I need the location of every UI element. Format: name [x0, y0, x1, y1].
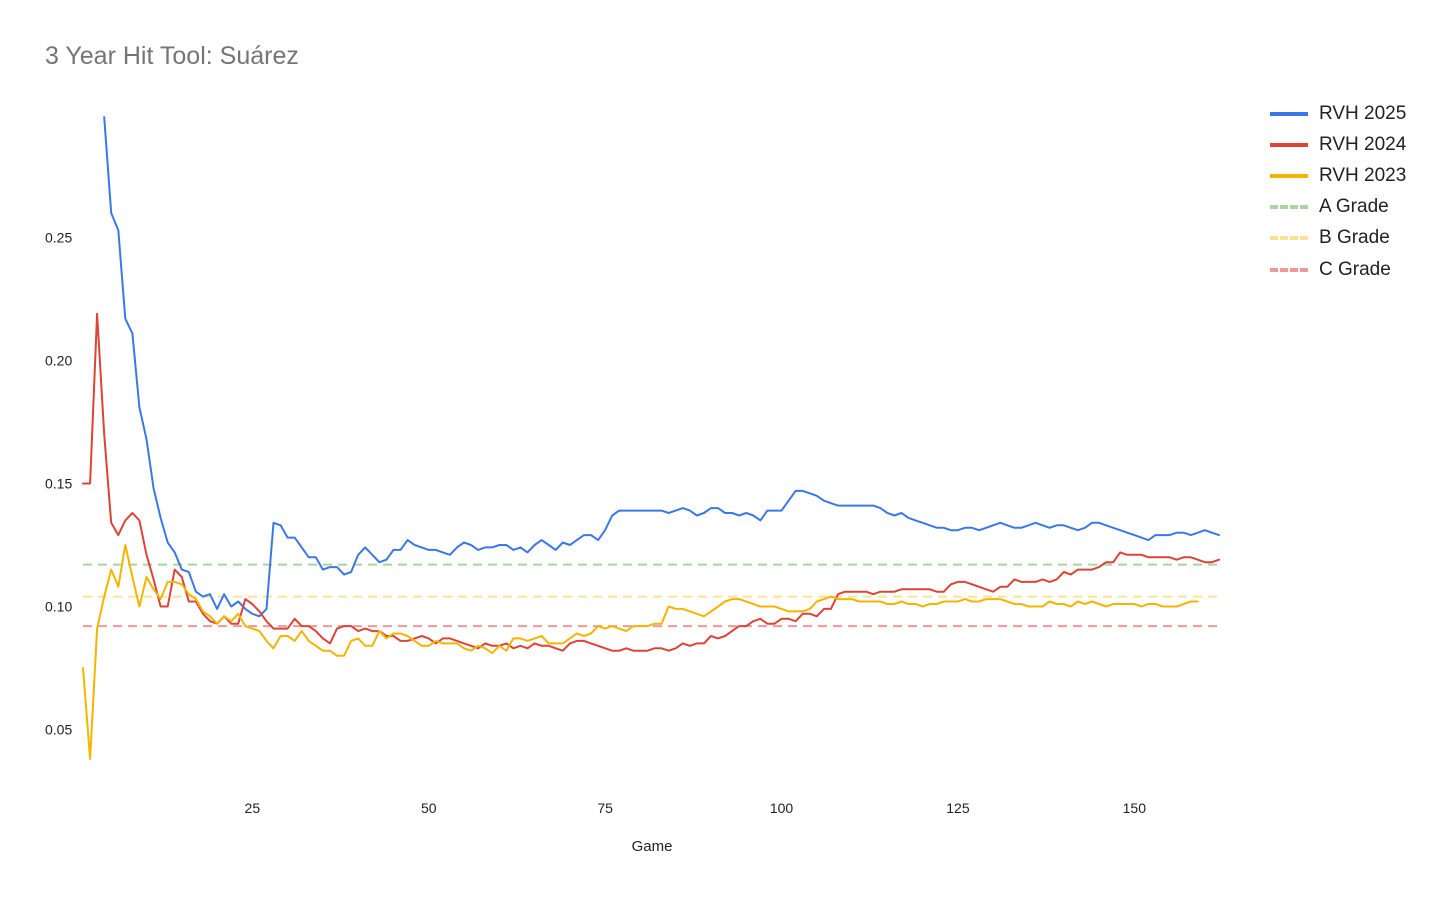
x-tick-label: 75 [597, 800, 613, 816]
legend-swatch [1270, 142, 1308, 147]
legend-label: RVH 2024 [1319, 133, 1407, 155]
legend-label: C Grade [1319, 258, 1391, 280]
legend-swatch [1270, 267, 1308, 272]
legend-item-rvh-2023: RVH 2023 [1270, 160, 1406, 191]
x-tick-label: 25 [245, 800, 261, 816]
series-lines [82, 116, 1220, 760]
series-line-rvh-2025 [103, 116, 1220, 618]
x-tick-label: 50 [421, 800, 437, 816]
x-tick-label: 100 [770, 800, 794, 816]
y-tick-label: 0.20 [45, 353, 72, 369]
series-line-rvh-2024 [82, 312, 1220, 652]
legend-item-c-grade: C Grade [1270, 254, 1406, 285]
legend-item-b-grade: B Grade [1270, 223, 1406, 254]
y-tick-label: 0.25 [45, 230, 72, 246]
y-tick-label: 0.15 [45, 475, 72, 491]
chart-title: 3 Year Hit Tool: Suárez [45, 42, 299, 70]
legend-label: A Grade [1319, 196, 1389, 218]
x-axis-ticks: 25 50 75 100 125 150 [245, 800, 1147, 816]
legend-swatch [1270, 236, 1308, 241]
legend-swatch [1270, 205, 1308, 210]
x-tick-label: 150 [1123, 800, 1147, 816]
legend-item-rvh-2024: RVH 2024 [1270, 129, 1406, 160]
series-line-rvh-2023 [82, 544, 1199, 760]
legend-label: B Grade [1319, 227, 1390, 249]
y-tick-label: 0.05 [45, 721, 72, 737]
y-axis-ticks: 0.05 0.10 0.15 0.20 0.25 [45, 230, 72, 738]
legend-label: RVH 2023 [1319, 164, 1407, 186]
legend-item-a-grade: A Grade [1270, 192, 1406, 223]
y-tick-label: 0.10 [45, 598, 72, 614]
legend: RVH 2025 RVH 2024 RVH 2023 A Grade B Grade C … [1270, 98, 1406, 285]
legend-item-rvh-2025: RVH 2025 [1270, 98, 1406, 129]
reference-lines [83, 563, 1219, 628]
legend-swatch [1270, 173, 1308, 178]
x-axis-label: Game [631, 838, 673, 855]
legend-swatch [1270, 111, 1308, 116]
x-tick-label: 125 [946, 800, 970, 816]
legend-label: RVH 2025 [1319, 102, 1407, 124]
